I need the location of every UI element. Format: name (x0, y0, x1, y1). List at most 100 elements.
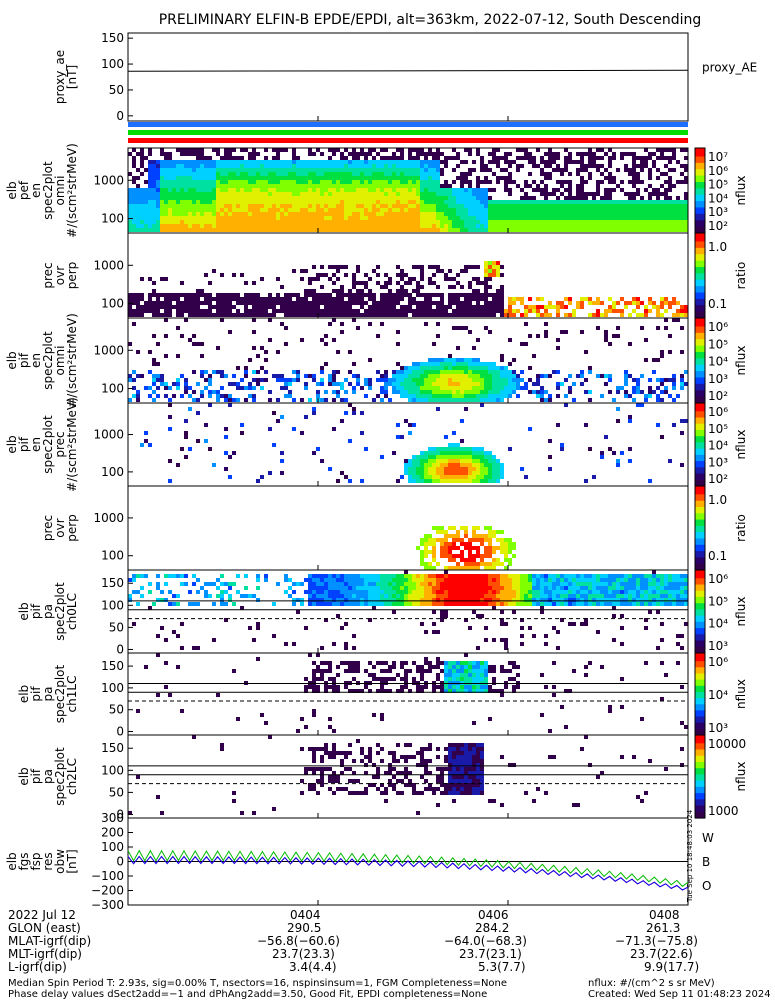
heat-cell (344, 196, 348, 200)
heat-cell (276, 200, 280, 204)
heat-cell (452, 554, 456, 558)
heat-cell (440, 196, 444, 200)
heat-cell (240, 313, 244, 317)
heat-cell (452, 297, 456, 301)
heat-cell (584, 297, 588, 301)
heat-cell (468, 566, 472, 570)
heat-cell (180, 196, 184, 200)
heat-cell (152, 200, 156, 204)
heat-cell (192, 313, 196, 317)
heat-cell (500, 467, 504, 471)
heat-cell (380, 398, 384, 402)
heat-cell (656, 309, 660, 313)
elb_pif_ratio-colorbar-cell (695, 540, 705, 544)
heat-cell (256, 160, 260, 164)
heat-cell (148, 164, 152, 168)
heat-cell (204, 378, 208, 382)
heat-cell (416, 212, 420, 216)
heat-cell (400, 152, 404, 156)
heat-cell (220, 318, 224, 322)
heat-cell (148, 293, 152, 297)
heat-cell (616, 204, 620, 208)
heat-cell (128, 208, 132, 212)
heat-cell (536, 390, 540, 394)
proxy_ae-ylabel-0: proxy_ae (53, 50, 67, 104)
heat-cell (620, 204, 624, 208)
elb_pif_prec-colorbar-cell (695, 421, 705, 425)
heat-cell (264, 358, 268, 362)
heat-cell (148, 309, 152, 313)
heat-cell (304, 224, 308, 228)
heat-cell (188, 407, 192, 411)
heat-cell (428, 192, 432, 196)
heat-cell (480, 542, 484, 546)
heat-cell (504, 180, 508, 184)
heat-cell (332, 594, 336, 598)
heat-cell (248, 301, 252, 305)
heat-cell (196, 305, 200, 309)
heat-cell (216, 578, 220, 582)
heat-cell (356, 180, 360, 184)
heat-cell (368, 293, 372, 297)
bar-0 (128, 122, 688, 127)
heat-cell (324, 200, 328, 204)
heat-cell (368, 228, 372, 232)
heat-cell (576, 172, 580, 176)
heat-cell (628, 200, 632, 204)
heat-cell (168, 574, 172, 578)
heat-cell (548, 455, 552, 459)
heat-cell (404, 204, 408, 208)
heat-cell (460, 160, 464, 164)
heat-cell (552, 204, 556, 208)
heat-cell (452, 370, 456, 374)
heat-cell (440, 269, 444, 273)
heat-cell (464, 374, 468, 378)
heat-cell (628, 204, 632, 208)
heat-cell (652, 152, 656, 156)
heat-cell (560, 443, 564, 447)
heat-cell (556, 200, 560, 204)
heat-cell (456, 224, 460, 228)
heat-cell (504, 216, 508, 220)
heat-cell (548, 313, 552, 317)
heat-cell (356, 578, 360, 582)
heat-cell (296, 164, 300, 168)
heat-cell (344, 574, 348, 578)
heat-cell (368, 277, 372, 281)
heat-cell (500, 366, 504, 370)
heat-cell (208, 164, 212, 168)
heat-cell (216, 305, 220, 309)
heat-cell (500, 265, 504, 269)
heat-cell (400, 208, 404, 212)
heat-cell (528, 297, 532, 301)
heat-cell (644, 398, 648, 402)
heat-cell (544, 188, 548, 192)
heat-cell (412, 196, 416, 200)
heat-cell (544, 309, 548, 313)
heat-cell (136, 293, 140, 297)
heat-cell (228, 330, 232, 334)
heat-cell (496, 463, 500, 467)
heat-cell (456, 463, 460, 467)
heat-cell (208, 172, 212, 176)
heat-cell (168, 415, 172, 419)
heat-cell (268, 398, 272, 402)
heat-cell (428, 208, 432, 212)
heat-cell (148, 172, 152, 176)
heat-cell (364, 208, 368, 212)
heat-cell (436, 378, 440, 382)
heat-cell (636, 382, 640, 386)
heat-cell (156, 313, 160, 317)
heat-cell (420, 188, 424, 192)
heat-cell (240, 180, 244, 184)
heat-cell (328, 156, 332, 160)
heat-cell (432, 196, 436, 200)
heat-cell (180, 188, 184, 192)
heat-cell (236, 180, 240, 184)
heat-cell (496, 301, 500, 305)
heat-cell (156, 176, 160, 180)
heat-cell (376, 164, 380, 168)
heat-cell (364, 281, 368, 285)
heat-cell (484, 538, 488, 542)
heat-cell (460, 471, 464, 475)
